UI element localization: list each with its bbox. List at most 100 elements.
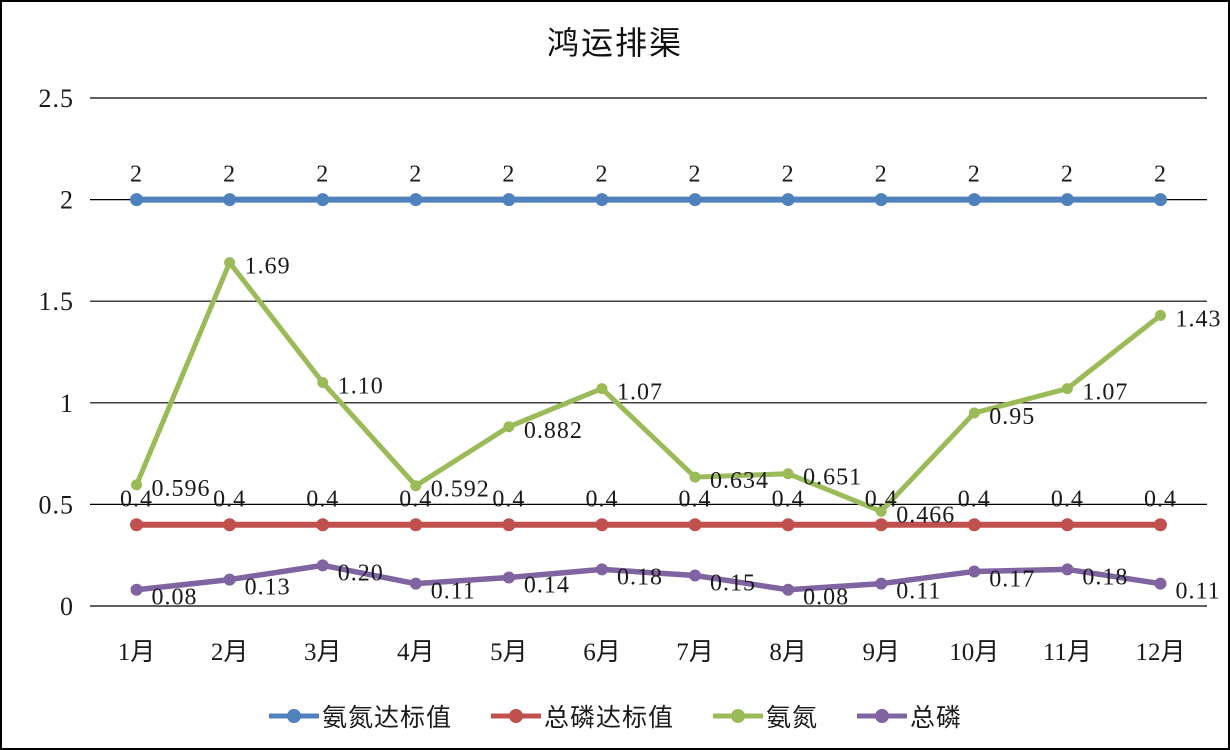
- data-point: [874, 518, 888, 532]
- data-label: 0.4: [585, 487, 618, 513]
- x-axis-label: 3月: [304, 639, 342, 666]
- y-tick-label: 1: [60, 389, 74, 418]
- data-point: [967, 518, 981, 532]
- x-axis-label: 11月: [1043, 639, 1092, 666]
- data-point: [223, 193, 237, 207]
- data-point: [223, 573, 236, 586]
- data-label: 2: [316, 162, 329, 188]
- data-point: [502, 571, 515, 584]
- data-point: [409, 518, 423, 532]
- data-point: [1061, 563, 1074, 576]
- x-axis-label: 10月: [949, 639, 999, 666]
- data-label: 2: [223, 162, 236, 188]
- data-label: 0.15: [710, 571, 756, 597]
- data-label: 0.18: [1082, 564, 1128, 590]
- data-point: [688, 518, 702, 532]
- data-point: [131, 479, 143, 491]
- data-label: 0.4: [865, 487, 898, 513]
- legend-item-2: 氨氮: [712, 698, 818, 734]
- legend-line-marker-icon: [857, 709, 908, 723]
- legend-line-marker-icon: [490, 709, 541, 723]
- data-label: 0.4: [772, 487, 805, 513]
- data-point: [1060, 193, 1074, 207]
- data-point: [316, 518, 330, 532]
- data-point: [224, 257, 236, 269]
- data-label: 0.4: [1144, 487, 1177, 513]
- data-label: 1.10: [338, 373, 384, 399]
- data-label: 2: [1061, 162, 1074, 188]
- legend-label: 总磷: [910, 705, 963, 732]
- data-label: 0.4: [213, 487, 246, 513]
- data-label: 0.4: [399, 487, 432, 513]
- data-point: [595, 518, 609, 532]
- data-point: [316, 559, 329, 572]
- legend-line-marker-icon: [713, 709, 763, 723]
- data-label: 2: [875, 162, 888, 188]
- data-point: [1153, 193, 1167, 207]
- data-point: [967, 193, 981, 207]
- y-tick-label: 2.5: [39, 84, 75, 113]
- legend-label: 总磷达标值: [543, 705, 674, 732]
- data-point: [875, 505, 887, 517]
- data-label: 1.07: [617, 380, 663, 406]
- data-label: 2: [689, 162, 702, 188]
- data-label: 0.882: [524, 418, 583, 444]
- data-label: 0.634: [710, 468, 769, 494]
- x-axis-label: 6月: [583, 639, 621, 666]
- x-axis-label: 8月: [769, 639, 807, 666]
- data-label: 0.4: [492, 487, 525, 513]
- data-point: [968, 407, 980, 419]
- data-label: 1.69: [245, 254, 291, 280]
- data-label: 2: [130, 162, 143, 188]
- data-point: [782, 468, 794, 480]
- data-label: 0.4: [958, 487, 991, 513]
- data-point: [1061, 383, 1073, 395]
- data-point: [968, 565, 981, 578]
- data-label: 0.20: [338, 560, 384, 586]
- data-point: [781, 193, 795, 207]
- series-line-3: [133, 562, 1164, 593]
- y-tick-label: 1.5: [39, 287, 75, 316]
- x-axis-label: 1月: [118, 639, 156, 666]
- data-label: 2: [595, 162, 608, 188]
- x-axis-label: 5月: [490, 639, 528, 666]
- data-label: 2: [1154, 162, 1167, 188]
- x-axis-label: 4月: [397, 639, 435, 666]
- data-point: [781, 518, 795, 532]
- data-label: 1.07: [1082, 380, 1128, 406]
- y-tick-label: 0: [60, 592, 74, 621]
- data-point: [875, 577, 888, 590]
- data-label: 1.43: [1175, 306, 1221, 332]
- data-point: [1154, 577, 1167, 590]
- data-label: 0.592: [431, 477, 490, 503]
- data-label: 0.11: [431, 579, 476, 605]
- data-point: [688, 193, 702, 207]
- data-label: 0.14: [524, 573, 570, 599]
- data-label: 0.11: [896, 579, 941, 605]
- data-point: [223, 518, 237, 532]
- data-point: [502, 193, 516, 207]
- data-label: 0.466: [896, 502, 955, 528]
- y-tick-label: 2: [60, 186, 74, 215]
- data-label: 0.4: [306, 487, 339, 513]
- data-label: 0.13: [245, 575, 291, 601]
- data-point: [316, 193, 330, 207]
- legend-label: 氨氮达标值: [321, 705, 452, 732]
- data-label: 2: [502, 162, 515, 188]
- legend-item-1: 总磷达标值: [490, 698, 674, 734]
- data-point: [409, 193, 423, 207]
- data-point: [130, 583, 143, 596]
- data-label: 2: [409, 162, 422, 188]
- data-point: [317, 376, 329, 388]
- data-point: [782, 583, 795, 596]
- data-label: 0.08: [803, 585, 849, 611]
- data-point: [1154, 309, 1166, 321]
- data-point: [1060, 518, 1074, 532]
- data-label: 0.651: [803, 465, 862, 491]
- legend: 氨氮达标值 总磷达标值 氨氮 总磷: [2, 698, 1228, 734]
- data-label: 0.08: [152, 585, 198, 611]
- data-label: 0.4: [679, 487, 712, 513]
- data-label: 0.4: [1051, 487, 1084, 513]
- data-point: [130, 193, 144, 207]
